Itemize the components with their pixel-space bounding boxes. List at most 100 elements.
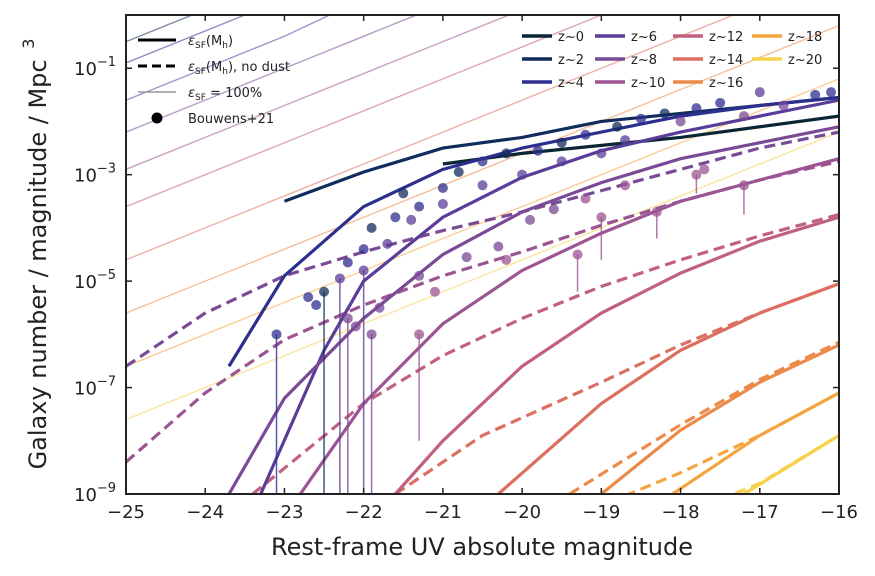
data-point <box>437 182 448 193</box>
x-tick-label: −24 <box>186 502 224 523</box>
data-point <box>778 100 789 111</box>
x-axis-label: Rest-frame UV absolute magnitude <box>271 533 693 561</box>
data-point <box>477 180 488 191</box>
legend-redshift: z~0 z~2 z~4 z~6 z~8 z~10 z~12 z~14 z~16 z~18 z~20 <box>522 30 822 91</box>
data-point <box>532 145 543 156</box>
data-point <box>517 169 528 180</box>
data-point <box>548 204 559 215</box>
x-tick-label: −22 <box>345 502 383 523</box>
legend-redshift-label: z~6 <box>631 30 657 45</box>
data-point <box>493 241 504 252</box>
y-axis: 10−9 10−7 10−5 10−3 10−1 <box>74 55 839 506</box>
data-point <box>453 167 464 178</box>
data-point <box>659 108 670 119</box>
data-point <box>358 244 369 255</box>
data-point <box>620 180 631 191</box>
legend-redshift-label: z~8 <box>631 53 657 68</box>
data-point <box>374 302 385 313</box>
data-point <box>810 89 821 100</box>
series-thin-z-0 <box>126 0 324 2</box>
data-point <box>715 97 726 108</box>
series-dashed-z-10 <box>126 159 839 464</box>
data-point <box>342 313 353 324</box>
data-point <box>350 321 361 332</box>
data-point <box>334 273 345 284</box>
x-tick-label: −21 <box>424 502 462 523</box>
data-point <box>580 129 591 140</box>
x-tick-label: −23 <box>265 502 303 523</box>
x-tick-label: −18 <box>662 502 700 523</box>
plot-clipped-content <box>126 0 839 494</box>
series-dashed-z-16 <box>568 340 839 494</box>
series-thin-z-12 <box>126 15 603 208</box>
y-tick-label: 10−9 <box>74 481 116 506</box>
data-point <box>612 121 623 132</box>
data-point <box>738 180 749 191</box>
data-point <box>406 214 417 225</box>
series-thin-z-6 <box>126 15 332 101</box>
data-point <box>572 249 583 260</box>
y-axis-label-superscript: 3 <box>19 39 38 49</box>
x-axis: −25 −24 −23 −22 −21 −20 −19 −18 −17 −16 <box>107 15 858 523</box>
data-point <box>461 252 472 263</box>
plot-frame <box>125 14 840 495</box>
data-point <box>501 148 512 159</box>
series-thin-z-18 <box>126 78 839 367</box>
series-thin-z-2 <box>126 15 194 43</box>
data-point <box>651 206 662 217</box>
data-point <box>556 156 567 167</box>
x-tick-label: −19 <box>582 502 620 523</box>
data-point <box>501 254 512 265</box>
data-point <box>390 212 401 223</box>
data-point <box>675 116 686 127</box>
legend-style-label: εSF = 100% <box>188 86 262 103</box>
series-solid-z-10 <box>298 157 839 494</box>
data-point <box>398 188 409 199</box>
x-tick-label: −25 <box>107 502 145 523</box>
data-point <box>635 113 646 124</box>
legend-style-label: εSF(Mh), no dust <box>188 60 290 77</box>
legend-redshift-label: z~20 <box>788 53 822 68</box>
series-thin-z-10 <box>126 15 511 170</box>
x-tick-label: −20 <box>503 502 541 523</box>
series-dashed-z-14 <box>394 282 839 494</box>
series-solid-z-4 <box>227 95 839 368</box>
x-tick-label: −16 <box>820 502 858 523</box>
series-thin-z-4 <box>126 15 247 64</box>
legend-style-label: Bouwens+21 <box>188 112 274 127</box>
data-point <box>366 329 377 340</box>
legend-redshift-label: z~4 <box>558 76 584 91</box>
legend-redshift-label: z~10 <box>631 76 665 91</box>
data-point <box>620 135 631 146</box>
series-dashed-z-8 <box>126 130 839 368</box>
data-point <box>691 103 702 114</box>
y-tick-label: 10−7 <box>74 375 116 400</box>
legend-styles: εSF(Mh) εSF(Mh), no dust εSF = 100% Bouwens… <box>138 34 290 127</box>
legend-redshift-label: z~0 <box>558 30 584 45</box>
series-solid-z-16 <box>600 343 839 494</box>
data-point <box>414 329 425 340</box>
legend-redshift-label: z~2 <box>558 53 584 68</box>
data-point <box>358 265 369 276</box>
data-point <box>556 137 567 148</box>
legend-redshift-label: z~12 <box>709 30 743 45</box>
data-point <box>437 198 448 209</box>
y-tick-label: 10−3 <box>74 162 116 187</box>
data-point <box>319 286 330 297</box>
series-thin-z-20 <box>126 131 839 421</box>
series-thin-z-16 <box>126 24 839 314</box>
data-point <box>691 169 702 180</box>
data-point <box>429 286 440 297</box>
data-point <box>271 329 282 340</box>
x-tick-label: −17 <box>741 502 779 523</box>
legend-redshift-label: z~14 <box>709 53 743 68</box>
data-point <box>826 87 837 98</box>
data-point <box>342 257 353 268</box>
series-solid-z-14 <box>497 282 839 494</box>
legend-redshift-label: z~18 <box>788 30 822 45</box>
series-solid-z-12 <box>394 215 839 494</box>
data-point <box>580 193 591 204</box>
series-dashed-z-12 <box>251 213 839 494</box>
series-solid-z-18 <box>671 391 839 494</box>
